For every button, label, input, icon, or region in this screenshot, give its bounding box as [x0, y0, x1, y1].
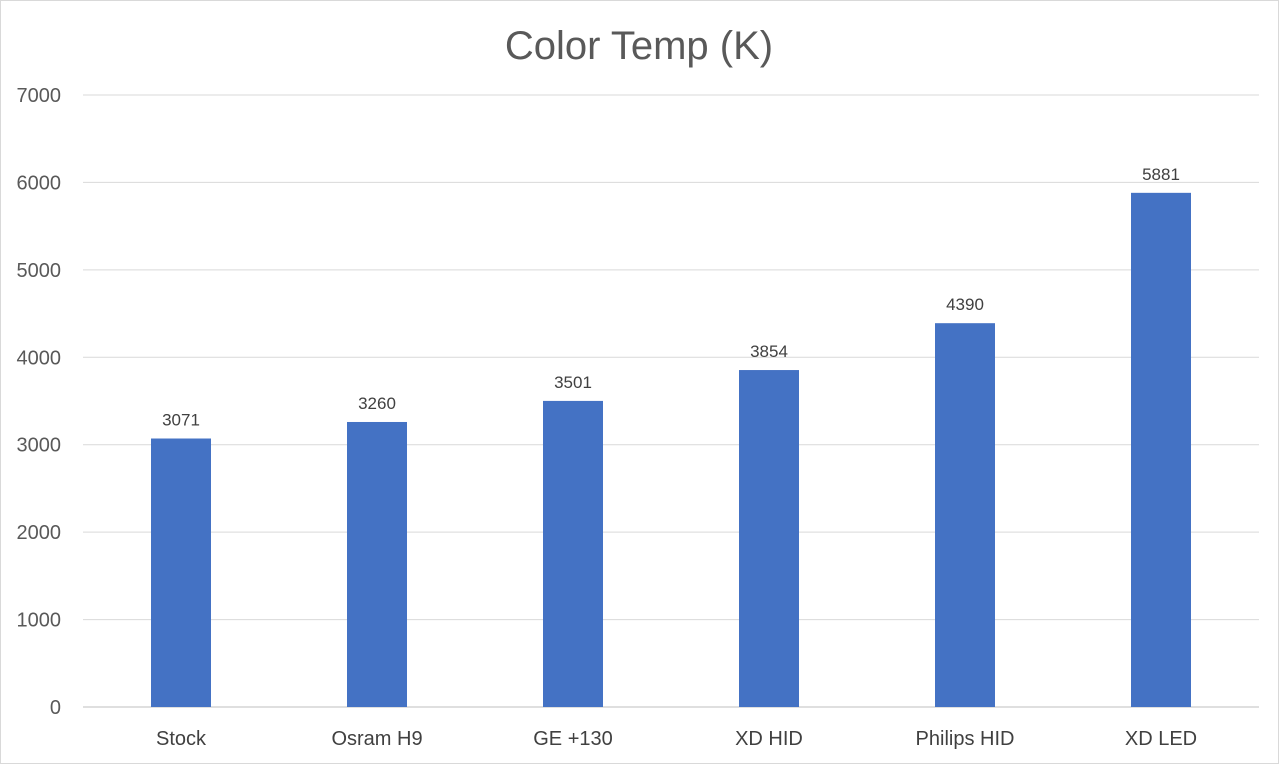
bar-xd-led — [1131, 192, 1191, 707]
y-tick-label: 3000 — [17, 435, 62, 457]
y-tick-label: 5000 — [17, 260, 62, 282]
y-tick-label: 4000 — [17, 347, 62, 369]
y-tick-label: 2000 — [17, 522, 62, 544]
x-axis-categories: Stock Osram H9 GE +130 XD HID Philips HID XD … — [156, 728, 1197, 750]
x-category-label: Osram H9 — [331, 728, 422, 750]
x-category-label: XD HID — [735, 728, 803, 750]
bar-osram-h9 — [347, 421, 407, 707]
data-label: 5881 — [1142, 165, 1180, 184]
chart-title: Color Temp (K) — [505, 24, 773, 68]
x-category-label: Stock — [156, 728, 207, 750]
data-labels: 3071 3260 3501 3854 4390 5881 — [162, 165, 1180, 430]
y-tick-label: 7000 — [17, 85, 62, 107]
bar-stock — [151, 438, 211, 707]
bar-xd-hid — [739, 370, 799, 707]
gridlines — [83, 94, 1259, 708]
y-tick-label: 6000 — [17, 172, 62, 194]
data-label: 3854 — [750, 342, 788, 361]
y-axis-ticks: 0 1000 2000 3000 4000 5000 6000 7000 — [17, 85, 62, 719]
x-category-label: GE +130 — [533, 728, 613, 750]
bars — [151, 192, 1191, 707]
x-category-label: XD LED — [1125, 728, 1197, 750]
data-label: 3501 — [554, 373, 592, 392]
x-category-label: Philips HID — [916, 728, 1015, 750]
data-label: 3260 — [358, 394, 396, 413]
y-tick-label: 0 — [50, 697, 61, 719]
bar-ge-130 — [543, 400, 603, 707]
data-label: 4390 — [946, 295, 984, 314]
data-label: 3071 — [162, 411, 200, 430]
y-tick-label: 1000 — [17, 610, 62, 632]
bar-philips-hid — [935, 323, 995, 707]
